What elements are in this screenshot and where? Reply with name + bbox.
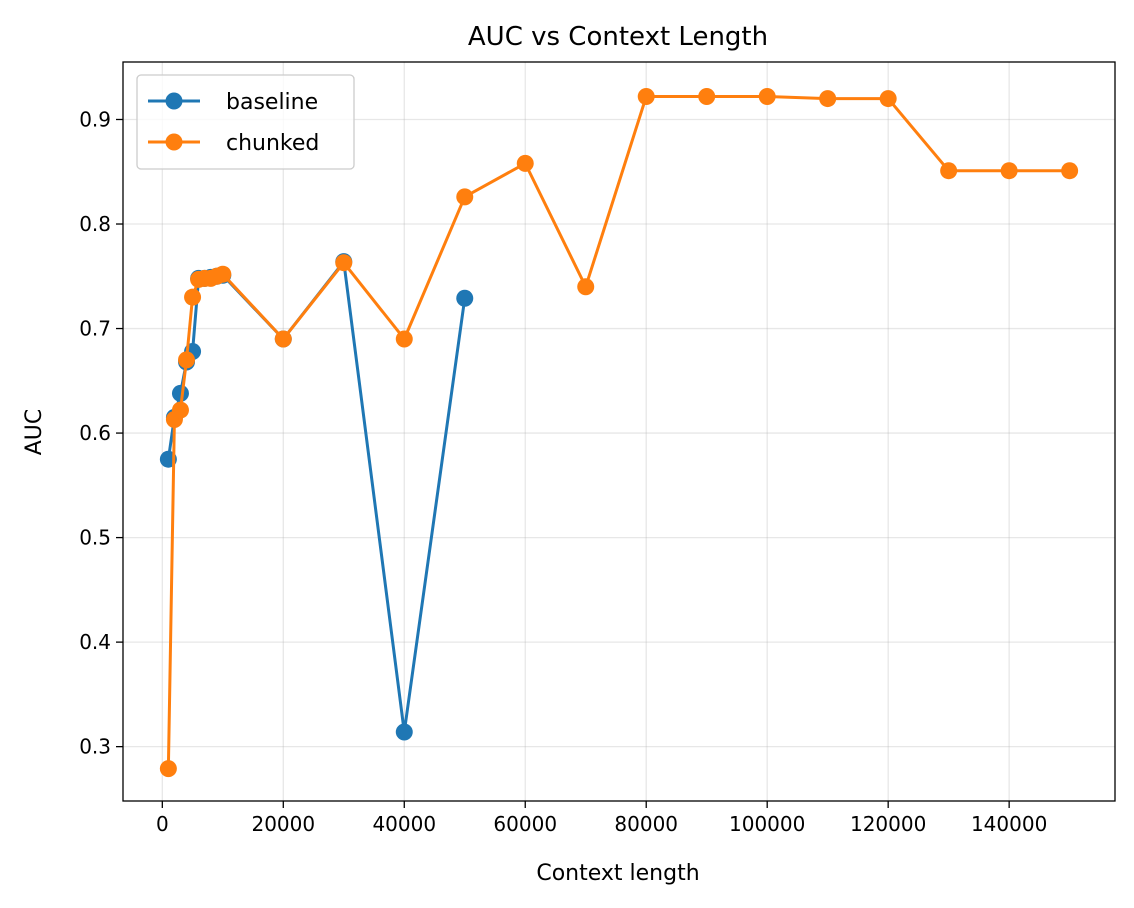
y-tick-label: 0.7: [79, 317, 111, 341]
data-point-chunked: [184, 288, 202, 306]
x-tick-label: 60000: [493, 812, 557, 836]
data-point-chunked: [698, 87, 716, 105]
data-point-chunked: [577, 278, 595, 296]
data-point-chunked: [335, 254, 353, 272]
legend: baseline chunked: [136, 74, 355, 170]
legend-box: [136, 74, 355, 170]
data-point-chunked: [1000, 162, 1018, 180]
x-axis-label: Context length: [536, 861, 699, 886]
data-point-chunked: [819, 90, 837, 108]
data-point-chunked: [758, 87, 776, 105]
chart-title: AUC vs Context Length: [468, 22, 768, 52]
data-point-baseline: [456, 289, 474, 307]
legend-item-chunked: chunked: [148, 131, 319, 156]
series-layer: [159, 87, 1079, 778]
x-tick-label: 0: [156, 812, 169, 836]
x-tick-label: 100000: [729, 812, 805, 836]
data-point-chunked: [1061, 162, 1079, 180]
data-point-chunked: [456, 188, 474, 206]
y-tick-label: 0.5: [79, 526, 111, 550]
data-point-chunked: [159, 760, 177, 778]
data-point-chunked: [178, 351, 196, 369]
y-tick-label: 0.3: [79, 735, 111, 759]
x-tick-label: 20000: [251, 812, 315, 836]
data-point-baseline: [171, 384, 189, 402]
data-point-chunked: [395, 330, 413, 348]
data-point-chunked: [940, 162, 958, 180]
plot-frame: [122, 61, 1116, 802]
series-chunked: [159, 87, 1079, 778]
legend-item-baseline: baseline: [148, 90, 318, 115]
data-point-chunked: [274, 330, 292, 348]
y-axis-label: AUC: [22, 409, 47, 456]
data-point-chunked: [171, 401, 189, 419]
y-tick-label: 0.9: [79, 107, 111, 131]
series-line-chunked: [166, 94, 1070, 769]
legend-swatch-marker: [165, 92, 183, 110]
ticks: 0 20000 40000 60000 80000 100000 120000 140000 0…: [79, 107, 1047, 836]
data-point-chunked: [879, 90, 897, 108]
x-tick-label: 40000: [372, 812, 436, 836]
x-tick-label: 80000: [614, 812, 678, 836]
x-tick-label: 120000: [850, 812, 926, 836]
y-tick-label: 0.4: [79, 630, 111, 654]
y-tick-label: 0.6: [79, 421, 111, 445]
y-tick-label: 0.8: [79, 212, 111, 236]
data-point-baseline: [395, 723, 413, 741]
legend-swatch-marker: [165, 133, 183, 151]
grid: [123, 62, 1115, 801]
legend-label: chunked: [226, 131, 319, 156]
data-point-chunked: [637, 87, 655, 105]
x-tick-label: 140000: [971, 812, 1047, 836]
data-point-chunked: [516, 154, 534, 172]
data-point-chunked: [214, 265, 232, 283]
legend-label: baseline: [226, 90, 318, 115]
